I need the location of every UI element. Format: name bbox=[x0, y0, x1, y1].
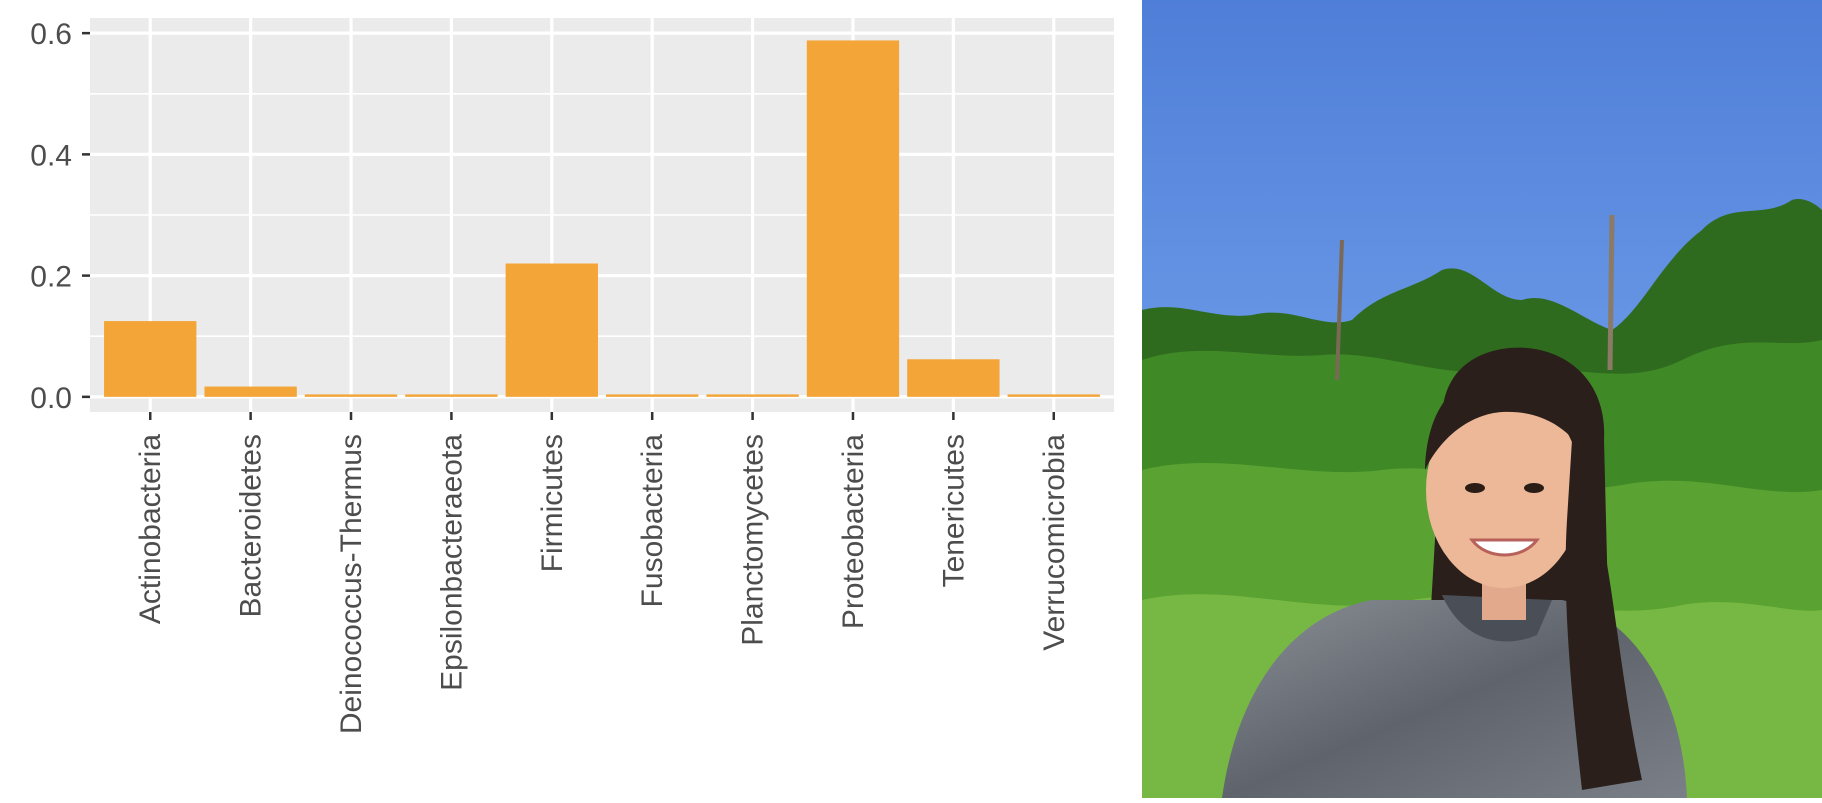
x-tick-label: Firmicutes bbox=[536, 434, 569, 572]
bar-tenericutes bbox=[907, 359, 1000, 397]
x-tick-label: Deinococcus-Thermus bbox=[335, 434, 368, 734]
bar-planctomycetes bbox=[706, 394, 799, 397]
bar-verrucomicrobia bbox=[1007, 394, 1100, 397]
bars bbox=[104, 40, 1100, 397]
y-tick-label: 0.2 bbox=[30, 261, 72, 294]
bar-bacteroidetes bbox=[204, 386, 297, 397]
x-tick-label: Actinobacteria bbox=[134, 434, 167, 624]
bar-epsilonbacteraeota bbox=[405, 394, 498, 397]
bar-firmicutes bbox=[505, 263, 598, 397]
y-axis: 0.0 0.2 0.4 0.6 bbox=[30, 18, 90, 415]
bar-fusobacteria bbox=[606, 394, 699, 397]
y-tick-label: 0.0 bbox=[30, 382, 72, 415]
bar-deinococcus-thermus bbox=[304, 394, 398, 397]
y-tick-label: 0.6 bbox=[30, 18, 72, 51]
grid-minor bbox=[90, 92, 1114, 338]
x-tick-label: Tenericutes bbox=[937, 434, 970, 587]
x-axis: Actinobacteria Bacteroidetes Deinococcus-T… bbox=[134, 412, 1071, 734]
bar-proteobacteria bbox=[806, 40, 900, 397]
x-tick-label: Proteobacteria bbox=[837, 434, 870, 629]
x-tick-label: Bacteroidetes bbox=[235, 434, 268, 617]
chart-svg: 0.0 0.2 0.4 0.6 Actinobacteria Bacteroidetes… bbox=[30, 18, 1114, 734]
bar-actinobacteria bbox=[104, 321, 197, 397]
x-tick-label: Fusobacteria bbox=[636, 434, 669, 608]
x-tick-label: Verrucomicrobia bbox=[1038, 434, 1071, 651]
person bbox=[1222, 347, 1687, 798]
portrait-photo bbox=[1142, 0, 1822, 798]
photo-svg bbox=[1142, 0, 1822, 798]
x-tick-label: Planctomycetes bbox=[737, 434, 770, 646]
bar-chart: 0.0 0.2 0.4 0.6 Actinobacteria Bacteroidetes… bbox=[30, 18, 1114, 734]
x-tick-label: Epsilonbacteraeota bbox=[435, 434, 468, 691]
y-tick-label: 0.4 bbox=[30, 139, 72, 172]
